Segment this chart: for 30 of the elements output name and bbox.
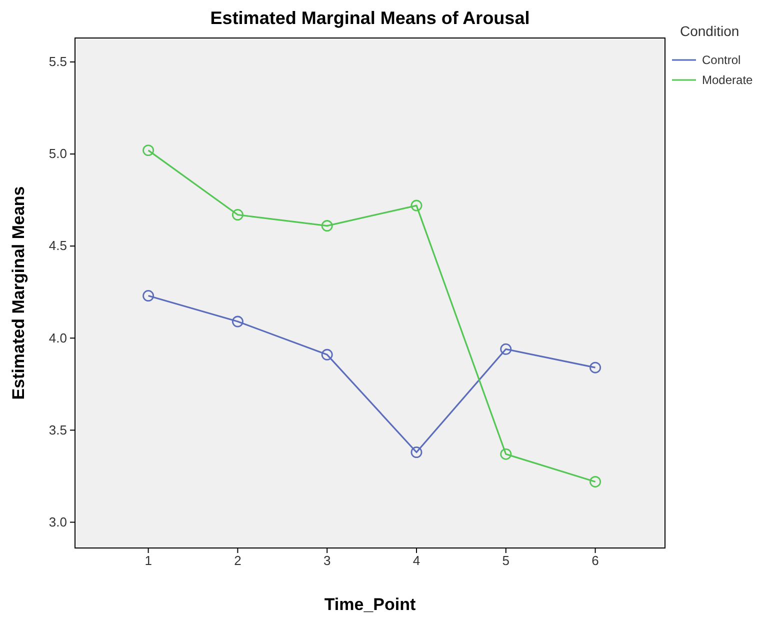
point xyxy=(410,446,422,458)
point xyxy=(321,220,333,232)
y-tick-label: 5.5 xyxy=(48,54,67,70)
legend-title: Condition xyxy=(680,23,740,39)
x-tick-label: 5 xyxy=(502,553,510,568)
y-tick-label: 4.0 xyxy=(48,330,67,346)
x-tick-label: 6 xyxy=(592,553,599,568)
y-tick-label: 3.0 xyxy=(48,514,67,530)
y-tick-label: 5.0 xyxy=(48,146,67,162)
legend-label: Moderate xyxy=(702,73,754,87)
point xyxy=(142,290,154,302)
y-tick-label: 3.5 xyxy=(48,422,67,438)
legend-label: Control xyxy=(702,53,741,67)
x-tick-label: 2 xyxy=(234,553,242,568)
point xyxy=(590,362,602,374)
x-tick-label: 3 xyxy=(323,553,331,568)
point xyxy=(232,316,244,328)
y-axis-title: Estimated Marginal Means xyxy=(9,186,28,400)
point xyxy=(142,144,154,156)
point xyxy=(321,348,333,360)
x-axis-title: Time_Point xyxy=(324,595,416,614)
x-tick-label: 4 xyxy=(412,553,420,568)
chart-title: Estimated Marginal Means of Arousal xyxy=(210,8,530,28)
point xyxy=(410,200,422,212)
x-tick-label: 1 xyxy=(144,553,152,568)
point xyxy=(500,343,512,355)
y-tick-label: 4.5 xyxy=(48,238,67,254)
point xyxy=(500,448,512,460)
point xyxy=(590,476,602,488)
point xyxy=(232,209,244,220)
